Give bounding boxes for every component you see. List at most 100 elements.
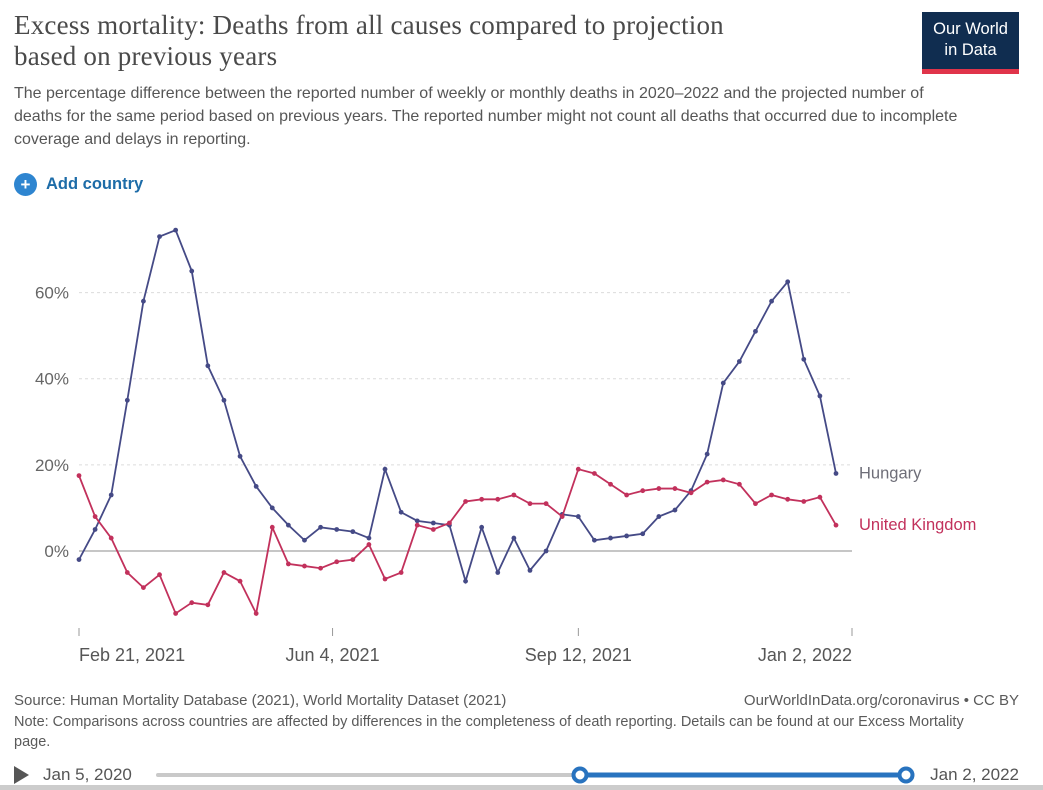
data-point	[141, 299, 146, 304]
data-point	[736, 482, 742, 488]
data-point	[463, 499, 468, 505]
x-axis-tick-label: Sep 12, 2021	[525, 645, 632, 665]
add-country-label: Add country	[46, 175, 144, 194]
data-point	[318, 566, 323, 572]
data-point	[157, 234, 162, 240]
data-point	[205, 602, 211, 608]
data-point	[124, 570, 130, 576]
timeline-controls: Jan 5, 2020 Jan 2, 2022	[14, 765, 1019, 785]
data-point	[769, 492, 774, 498]
x-axis-tick-label: Feb 21, 2021	[79, 645, 185, 665]
y-axis-tick-label: 40%	[35, 370, 69, 389]
data-point	[704, 452, 710, 457]
slider-active-range[interactable]	[579, 772, 907, 777]
slider-track[interactable]	[155, 772, 907, 777]
data-point	[318, 525, 323, 531]
data-point	[430, 527, 436, 533]
data-point	[253, 611, 259, 617]
series-label-united-kingdom[interactable]: United Kingdom	[859, 517, 976, 535]
data-point	[302, 538, 307, 544]
horizontal-scrollbar[interactable]	[0, 785, 1043, 790]
data-point	[736, 359, 742, 365]
data-point	[285, 523, 291, 528]
excess-mortality-line-chart[interactable]: 0% 20% 40% 60% Feb 21, 2021 Jun 4, 2021 Sep 12…	[14, 208, 1043, 678]
timeline-start-date: Jan 5, 2020	[43, 764, 132, 784]
data-point	[463, 579, 468, 584]
data-point	[350, 557, 356, 563]
timeline-end-date: Jan 2, 2022	[930, 764, 1019, 784]
data-point	[801, 357, 807, 363]
data-point	[350, 529, 356, 535]
data-point	[285, 561, 291, 567]
footer-source-row: Source: Human Mortality Database (2021),…	[14, 692, 1019, 709]
source-text: Source: Human Mortality Database (2021),…	[14, 692, 507, 710]
y-axis-tick-label: 20%	[35, 456, 69, 475]
series-line-united-kingdom[interactable]	[78, 468, 837, 617]
data-point	[672, 508, 678, 513]
data-point	[221, 570, 227, 576]
data-point	[366, 536, 372, 541]
data-point	[269, 505, 275, 511]
data-point	[543, 501, 549, 507]
title-line-2: based on previous years	[14, 41, 278, 72]
data-point	[479, 497, 485, 503]
data-point	[495, 497, 501, 503]
data-point	[221, 398, 227, 404]
y-axis-tick-label: 60%	[35, 284, 69, 303]
data-point	[559, 514, 565, 520]
data-point	[640, 531, 646, 537]
title-line-1: Excess mortality: Deaths from all causes…	[14, 10, 724, 40]
data-point	[592, 471, 597, 477]
data-point	[253, 484, 259, 490]
data-point	[688, 490, 694, 496]
timeline-slider[interactable]	[155, 765, 915, 785]
data-point	[237, 579, 243, 584]
data-point	[575, 514, 581, 520]
data-point	[382, 576, 388, 582]
slider-handle-start[interactable]	[571, 766, 589, 783]
chart-subtitle: The percentage difference between the re…	[14, 85, 958, 148]
data-point	[575, 467, 581, 472]
data-point	[302, 564, 307, 569]
data-point	[124, 398, 130, 404]
note-text: Note: Comparisons across countries are a…	[14, 714, 964, 750]
data-point	[833, 523, 839, 528]
data-point	[108, 492, 114, 498]
add-country-button[interactable]: + Add country	[14, 173, 144, 197]
data-point	[656, 486, 662, 492]
data-point	[785, 497, 791, 503]
data-point	[640, 488, 646, 494]
data-point	[157, 572, 162, 578]
data-point	[269, 525, 275, 531]
owid-logo[interactable]: Our World in Data	[922, 12, 1019, 75]
data-point	[447, 520, 452, 526]
data-point	[141, 585, 146, 591]
series-label-hungary[interactable]: Hungary	[859, 465, 922, 483]
data-point	[817, 393, 823, 399]
data-point	[173, 228, 179, 233]
data-point	[769, 299, 774, 304]
data-point	[398, 570, 404, 576]
data-point	[624, 492, 630, 498]
data-point	[720, 477, 726, 483]
data-point	[672, 486, 678, 492]
data-point	[720, 381, 726, 386]
data-point	[382, 467, 388, 472]
data-point	[656, 514, 662, 520]
data-point	[511, 536, 517, 541]
data-point	[753, 329, 758, 335]
x-axis-tick-label: Jan 2, 2022	[758, 645, 852, 665]
attribution-link[interactable]: OurWorldInData.org/coronavirus • CC BY	[743, 692, 1019, 710]
data-point	[479, 525, 485, 531]
data-point	[334, 559, 340, 565]
data-point	[173, 611, 179, 617]
data-point	[511, 492, 517, 498]
page-title: Excess mortality: Deaths from all causes…	[14, 10, 724, 73]
owid-logo-line-1: Our World	[933, 20, 1008, 38]
slider-handle-end[interactable]	[897, 766, 915, 783]
data-point	[527, 501, 533, 507]
series-line-hungary[interactable]	[78, 229, 837, 585]
data-point	[833, 471, 839, 477]
play-button[interactable]	[14, 765, 29, 784]
